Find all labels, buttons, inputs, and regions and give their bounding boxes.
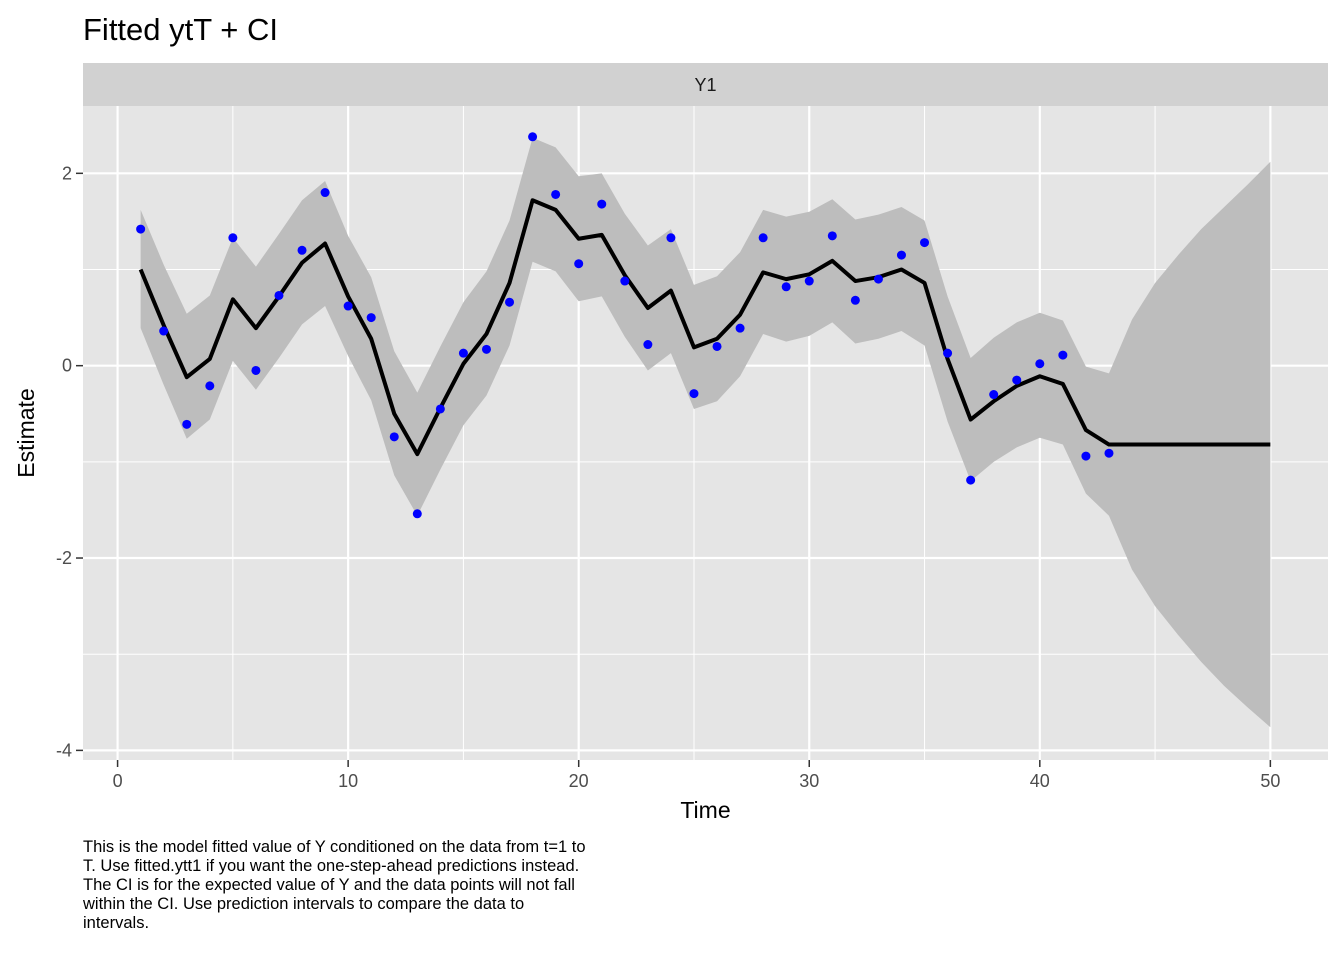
observed-point xyxy=(528,132,538,142)
x-tick-label: 0 xyxy=(113,771,123,791)
fitted-line xyxy=(138,198,1271,457)
observed-point xyxy=(1104,448,1114,458)
observed-point xyxy=(643,340,653,350)
observed-point xyxy=(1012,375,1022,385)
observed-point xyxy=(182,419,192,429)
chart-title: Fitted ytT + CI xyxy=(83,12,278,47)
observed-point xyxy=(850,295,860,305)
observed-point xyxy=(689,389,699,399)
observed-point xyxy=(712,341,722,351)
observed-point xyxy=(458,348,468,358)
y-tick-label: -2 xyxy=(56,548,72,568)
observed-point xyxy=(943,348,953,358)
fitted-line-layer xyxy=(138,198,1271,457)
y-axis: -4 -2 0 2 xyxy=(56,163,83,760)
observed-point xyxy=(804,276,814,286)
x-tick-label: 20 xyxy=(569,771,589,791)
observed-point xyxy=(1035,359,1045,369)
observed-point xyxy=(205,381,215,391)
observed-point xyxy=(574,259,584,269)
observed-point xyxy=(228,233,238,243)
x-tick-label: 50 xyxy=(1260,771,1280,791)
x-axis: 0 10 20 30 40 50 xyxy=(113,760,1280,791)
observed-point xyxy=(666,233,676,243)
observed-point xyxy=(1058,350,1068,360)
observed-point xyxy=(389,432,399,442)
observed-point xyxy=(597,199,607,209)
observed-point xyxy=(896,250,906,260)
observed-point xyxy=(781,282,791,292)
observed-point xyxy=(873,274,883,284)
observed-point xyxy=(159,326,169,336)
y-tick-label: -4 xyxy=(56,740,72,760)
observed-point xyxy=(758,233,768,243)
observed-point xyxy=(505,297,515,307)
observed-point xyxy=(735,323,745,333)
x-tick-label: 30 xyxy=(799,771,819,791)
observed-point xyxy=(1081,451,1091,461)
y-tick-label: 0 xyxy=(62,356,72,376)
chart-caption: This is the model fitted value of Y cond… xyxy=(83,838,586,932)
observed-point xyxy=(481,344,491,354)
observed-point xyxy=(989,390,999,400)
observed-point xyxy=(366,313,376,323)
observed-point xyxy=(136,224,146,234)
y-axis-title: Estimate xyxy=(13,388,39,477)
observed-point xyxy=(297,245,307,255)
observed-point xyxy=(966,475,976,485)
ci-band xyxy=(140,137,1271,728)
facet-strip-label: Y1 xyxy=(694,75,716,95)
observed-point xyxy=(827,231,837,241)
observed-point xyxy=(551,189,561,199)
ci-band-layer xyxy=(140,137,1271,728)
observed-points-layer xyxy=(136,132,1114,519)
observed-point xyxy=(274,290,284,300)
observed-point xyxy=(412,509,422,519)
y-tick-label: 2 xyxy=(62,163,72,183)
observed-point xyxy=(620,276,630,286)
observed-point xyxy=(320,188,330,198)
observed-point xyxy=(251,365,261,375)
x-tick-label: 10 xyxy=(338,771,358,791)
observed-point xyxy=(343,301,353,311)
x-axis-title: Time xyxy=(680,797,730,823)
observed-point xyxy=(435,404,445,414)
facet-strip xyxy=(83,63,1328,106)
observed-point xyxy=(920,238,930,248)
x-tick-label: 40 xyxy=(1030,771,1050,791)
